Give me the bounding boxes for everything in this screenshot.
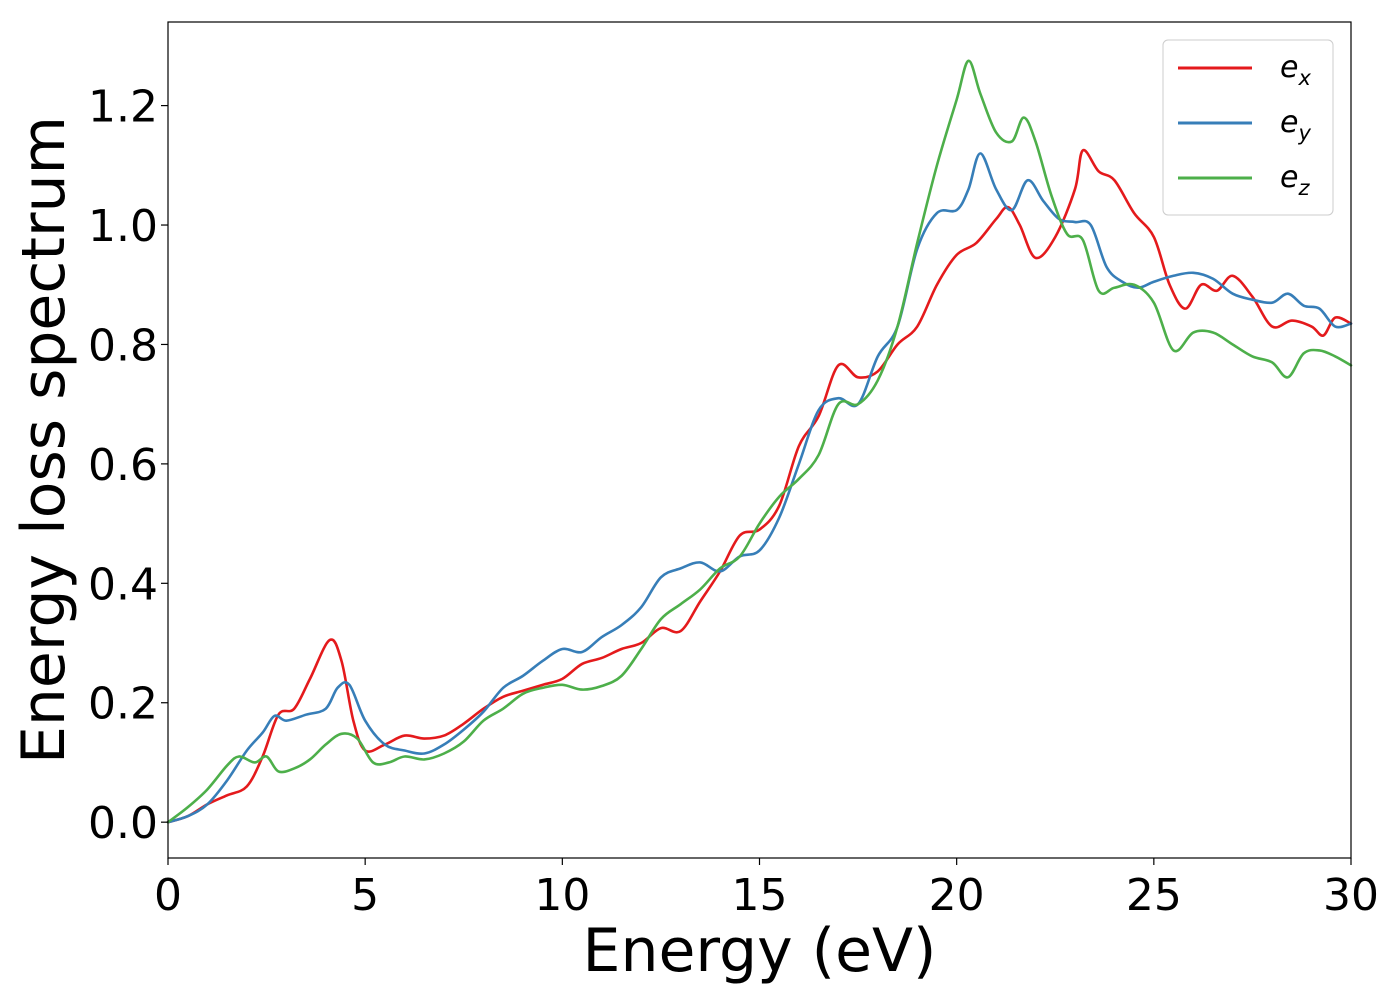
x-tick-label: 15 [732,870,788,921]
legend-box [1162,39,1334,216]
x-tick-label: 20 [929,870,985,921]
legend-label-y: ey [1280,105,1311,145]
x-tick-label: 30 [1323,870,1379,921]
y-tick-label: 0.0 [88,798,158,849]
y-tick-label: 0.8 [88,320,158,371]
y-tick-label: 0.4 [88,559,158,610]
series-line-x [166,148,1353,824]
x-tick-label: 5 [351,870,379,921]
x-tick-label: 25 [1126,870,1182,921]
y-tick-label: 1.2 [88,82,158,133]
x-tick-label: 0 [154,870,182,921]
y-axis-label: Energy loss spectrum [9,116,79,764]
series-line-z [166,59,1353,824]
y-tick-label: 1.0 [88,201,158,252]
series-line-y [166,152,1353,824]
x-tick-label: 10 [534,870,590,921]
x-axis-label: Energy (eV) [583,916,937,986]
y-tick-label: 0.6 [88,440,158,491]
legend-label-x: ex [1280,50,1311,90]
y-tick-label: 0.2 [88,679,158,730]
